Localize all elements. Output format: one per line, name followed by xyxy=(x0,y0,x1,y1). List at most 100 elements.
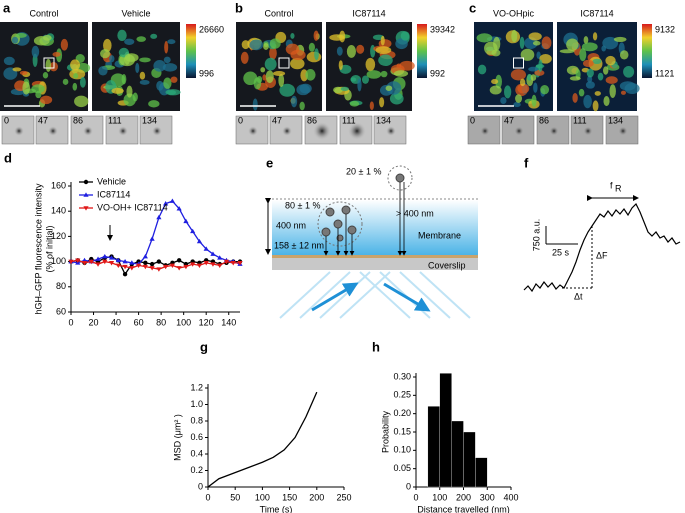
y-tick-label: 160 xyxy=(51,180,66,190)
signal xyxy=(579,48,587,62)
signal xyxy=(592,58,602,64)
signal xyxy=(15,32,27,38)
marker xyxy=(83,206,89,211)
signal xyxy=(153,60,166,72)
signal xyxy=(290,32,295,39)
signal xyxy=(35,90,42,99)
signal xyxy=(393,70,409,77)
y-axis-label: MSD (μm² ) xyxy=(172,414,182,461)
thumbnail-spot xyxy=(118,126,128,136)
thumbnail-spot xyxy=(583,126,593,136)
x-tick-label: 150 xyxy=(282,492,297,502)
marker xyxy=(122,272,128,277)
signal xyxy=(12,67,22,72)
incident-beam xyxy=(311,282,359,312)
signal xyxy=(513,102,521,108)
signal xyxy=(290,57,305,70)
roi-box xyxy=(513,57,524,69)
signal xyxy=(121,74,127,85)
legend-label: Vehicle xyxy=(97,176,126,186)
signal xyxy=(395,38,408,50)
signal xyxy=(528,32,542,41)
marker xyxy=(149,261,155,267)
colorbar-min: 996 xyxy=(199,68,214,78)
marker xyxy=(169,198,175,203)
thumbnail-spot xyxy=(348,122,366,140)
signal xyxy=(98,65,108,76)
colorbar xyxy=(642,24,652,78)
marker xyxy=(203,246,209,251)
image-title: Control xyxy=(29,8,58,18)
signal xyxy=(597,72,604,81)
signal xyxy=(378,54,393,67)
signal xyxy=(605,55,616,66)
signal xyxy=(517,83,530,94)
signal xyxy=(356,44,365,54)
signal xyxy=(305,68,316,81)
signal xyxy=(361,75,369,84)
signal xyxy=(22,81,31,95)
colorbar-min: 1121 xyxy=(655,68,674,78)
signal xyxy=(52,52,61,57)
signal xyxy=(380,35,385,46)
image-title: VO-OHpic xyxy=(493,8,535,18)
signal xyxy=(263,42,269,50)
colorbar-max: 39342 xyxy=(430,24,455,34)
signal xyxy=(619,50,629,60)
signal xyxy=(365,57,376,72)
signal xyxy=(613,36,627,43)
signal xyxy=(400,31,410,41)
marker xyxy=(81,261,88,266)
panel-label: f xyxy=(524,155,529,170)
x-tick-label: 120 xyxy=(199,317,214,327)
y-axis-label: (% of initial) xyxy=(44,225,54,272)
membrane-label: Membrane xyxy=(418,230,461,240)
thumbnail-spot xyxy=(386,126,396,136)
fraction-upper: 20 ± 1 % xyxy=(346,166,381,176)
panel-label: g xyxy=(200,339,208,354)
signal xyxy=(541,36,552,50)
signal xyxy=(519,36,525,49)
signal xyxy=(583,36,589,44)
frame-label: 47 xyxy=(38,115,48,125)
signal xyxy=(62,78,69,85)
signal xyxy=(269,38,281,49)
signal xyxy=(511,29,518,43)
marker xyxy=(210,262,216,267)
signal xyxy=(581,42,598,52)
marker xyxy=(68,259,74,265)
signal xyxy=(339,30,346,43)
light-beams xyxy=(279,271,471,319)
signal xyxy=(306,51,322,63)
signal xyxy=(139,57,151,63)
signal xyxy=(308,42,316,52)
y-tick-label: 0.15 xyxy=(393,426,411,436)
signal xyxy=(539,54,552,64)
fluorescence-trace xyxy=(523,202,681,293)
marker xyxy=(163,201,169,206)
signal xyxy=(586,68,594,78)
marker xyxy=(129,266,135,271)
bar xyxy=(439,373,452,488)
signal xyxy=(592,100,599,112)
x-tick-label: 140 xyxy=(221,317,236,327)
x-tick-label: 400 xyxy=(503,492,518,502)
signal xyxy=(350,77,357,82)
panel-e: e 20 ± 1 % 80 ± 1 % 400 nm 158 ± 12 nm >… xyxy=(265,155,478,319)
panel-f: f 750 a.u. 25 s f R ΔF Δt xyxy=(523,155,681,301)
frame-label: 111 xyxy=(573,115,587,125)
marker xyxy=(108,261,115,266)
signal xyxy=(333,86,343,94)
signal xyxy=(369,101,374,110)
signal xyxy=(380,70,388,78)
signal xyxy=(515,94,523,103)
signal xyxy=(370,44,376,58)
frame-label: 0 xyxy=(238,115,243,125)
signal xyxy=(262,74,267,81)
thumbnail-spot xyxy=(282,126,292,136)
marker xyxy=(83,192,89,197)
marker xyxy=(102,253,108,259)
marker xyxy=(183,264,189,270)
signal xyxy=(594,91,601,96)
colorbar xyxy=(186,24,196,78)
